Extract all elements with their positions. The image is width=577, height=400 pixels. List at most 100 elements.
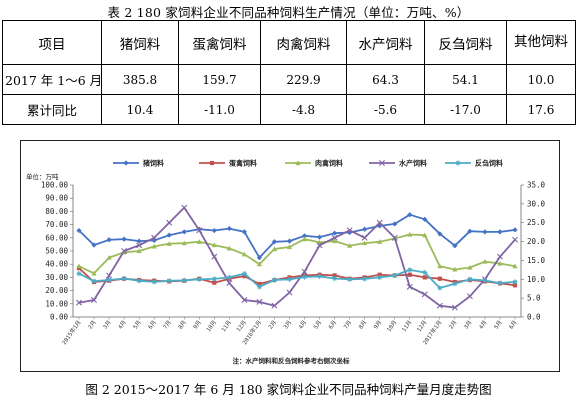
header-layer-feed: 蛋禽饲料 bbox=[178, 20, 261, 65]
series-line-aqua bbox=[78, 206, 516, 309]
data-point-aqua bbox=[271, 302, 278, 309]
table-cell: 10.4 bbox=[101, 94, 179, 125]
table-cell: 17.6 bbox=[506, 94, 576, 125]
header-ruminant-feed: 反刍饲料 bbox=[424, 20, 507, 65]
data-point-aqua bbox=[211, 253, 218, 260]
legend-marker-ruminant bbox=[455, 160, 461, 166]
data-point-broiler bbox=[271, 246, 278, 252]
x-tick-label: 12月 bbox=[235, 319, 248, 333]
row-label: 2017 年 1～6 月 bbox=[2, 64, 102, 95]
x-tick-label: 6月 bbox=[508, 319, 519, 330]
data-point-broiler bbox=[452, 266, 458, 272]
data-point-aqua bbox=[301, 268, 308, 275]
y-left-tick-label: 0.00 bbox=[50, 313, 69, 322]
data-point-broiler bbox=[106, 255, 112, 260]
y-right-tick-label: 5.0 bbox=[527, 294, 541, 303]
x-tick-label: 9月 bbox=[192, 319, 203, 330]
data-point-broiler bbox=[331, 238, 338, 244]
data-point-pig bbox=[211, 227, 217, 234]
data-point-aqua bbox=[151, 234, 158, 241]
data-point-layer bbox=[332, 273, 337, 278]
y-left-tick-label: 70.00 bbox=[45, 220, 68, 229]
table-cell: -4.8 bbox=[260, 94, 347, 125]
legend-marker-pig bbox=[123, 160, 129, 166]
data-point-broiler bbox=[467, 264, 473, 270]
data-point-broiler bbox=[181, 240, 187, 246]
x-tick-label: 11月 bbox=[220, 319, 233, 333]
x-tick-label: 3月 bbox=[282, 319, 293, 330]
data-point-ruminant bbox=[407, 267, 413, 273]
x-tick-label: 6月 bbox=[327, 319, 338, 330]
data-point-ruminant bbox=[331, 275, 338, 282]
table-cell: 64.3 bbox=[346, 64, 425, 95]
data-point-ruminant bbox=[422, 269, 428, 276]
data-point-broiler bbox=[301, 236, 308, 242]
data-point-ruminant bbox=[452, 281, 458, 287]
data-point-pig bbox=[362, 226, 368, 232]
data-point-ruminant bbox=[286, 276, 293, 282]
legend-label-broiler: 肉禽饲料 bbox=[315, 159, 343, 168]
data-point-aqua bbox=[136, 242, 143, 249]
x-tick-label: 2月 bbox=[267, 319, 278, 330]
data-point-pig bbox=[422, 216, 428, 222]
table-cell: -17.0 bbox=[424, 94, 507, 125]
header-pig-feed: 猪饲料 bbox=[101, 20, 179, 65]
data-point-broiler bbox=[211, 242, 217, 248]
data-point-ruminant bbox=[377, 274, 383, 280]
y-left-tick-label: 20.00 bbox=[45, 286, 68, 295]
data-point-ruminant bbox=[482, 277, 488, 284]
data-point-ruminant bbox=[91, 278, 97, 284]
y-left-tick-label: 30.00 bbox=[45, 273, 68, 282]
data-point-broiler bbox=[226, 245, 232, 251]
data-point-broiler bbox=[136, 248, 142, 254]
data-point-ruminant bbox=[211, 276, 217, 282]
y-left-tick-label: 40.00 bbox=[45, 260, 68, 269]
data-point-layer bbox=[212, 280, 217, 285]
x-tick-label: 7月 bbox=[162, 319, 173, 330]
legend-marker-layer bbox=[209, 160, 215, 166]
x-tick-label: 3月 bbox=[463, 319, 474, 330]
y-left-tick-label: 10.00 bbox=[45, 299, 68, 308]
data-point-aqua bbox=[91, 297, 98, 304]
x-tick-label: 2月 bbox=[448, 319, 459, 330]
data-point-broiler bbox=[422, 232, 428, 238]
table-cell: 54.1 bbox=[424, 64, 507, 95]
data-point-pig bbox=[347, 229, 353, 236]
y-left-tick-label: 80.00 bbox=[45, 207, 68, 216]
x-tick-label: 8月 bbox=[177, 319, 188, 330]
data-point-broiler bbox=[151, 243, 157, 249]
data-point-broiler bbox=[286, 244, 293, 250]
table-cell: 385.8 bbox=[101, 64, 179, 95]
legend-marker-broiler bbox=[295, 160, 301, 166]
header-item: 项目 bbox=[2, 20, 102, 65]
data-point-aqua bbox=[241, 297, 248, 304]
data-point-ruminant bbox=[196, 276, 202, 282]
data-point-ruminant bbox=[151, 279, 157, 285]
data-point-pig bbox=[392, 221, 398, 227]
data-point-ruminant bbox=[166, 278, 172, 284]
figure-caption: 图 2 2015～2017 年 6 月 180 家饲料企业不同品种饲料产量月度走… bbox=[85, 382, 492, 397]
data-point-layer bbox=[377, 272, 382, 277]
data-point-broiler bbox=[482, 258, 488, 264]
y-left-tick-label: 50.00 bbox=[45, 247, 68, 256]
data-point-pig bbox=[136, 238, 142, 244]
data-point-pig bbox=[121, 236, 127, 242]
data-point-ruminant bbox=[301, 274, 308, 280]
series-line-pig bbox=[78, 213, 516, 259]
data-point-aqua bbox=[466, 293, 473, 300]
data-point-pig bbox=[497, 229, 503, 235]
data-point-layer bbox=[512, 283, 518, 288]
header-broiler-feed: 肉禽饲料 bbox=[260, 20, 347, 65]
data-point-broiler bbox=[91, 270, 97, 276]
y-right-tick-label: 25.0 bbox=[527, 218, 546, 227]
data-point-pig bbox=[226, 225, 232, 232]
table-row: 累计同比 10.4 -11.0 -4.8 -5.6 -17.0 17.6 bbox=[2, 94, 576, 125]
data-point-pig bbox=[316, 234, 323, 240]
y-left-tick-label: 60.00 bbox=[45, 233, 68, 242]
x-tick-label: 11月 bbox=[401, 319, 414, 333]
chart-canvas: 单位：万吨 注：水产饲料和反刍饲料参考右侧次坐标 0.00 10.00 20.00 3… bbox=[26, 159, 546, 366]
data-point-aqua bbox=[496, 253, 503, 260]
data-point-broiler bbox=[166, 241, 172, 246]
table-cell: -11.0 bbox=[178, 94, 261, 125]
data-point-ruminant bbox=[362, 276, 368, 282]
